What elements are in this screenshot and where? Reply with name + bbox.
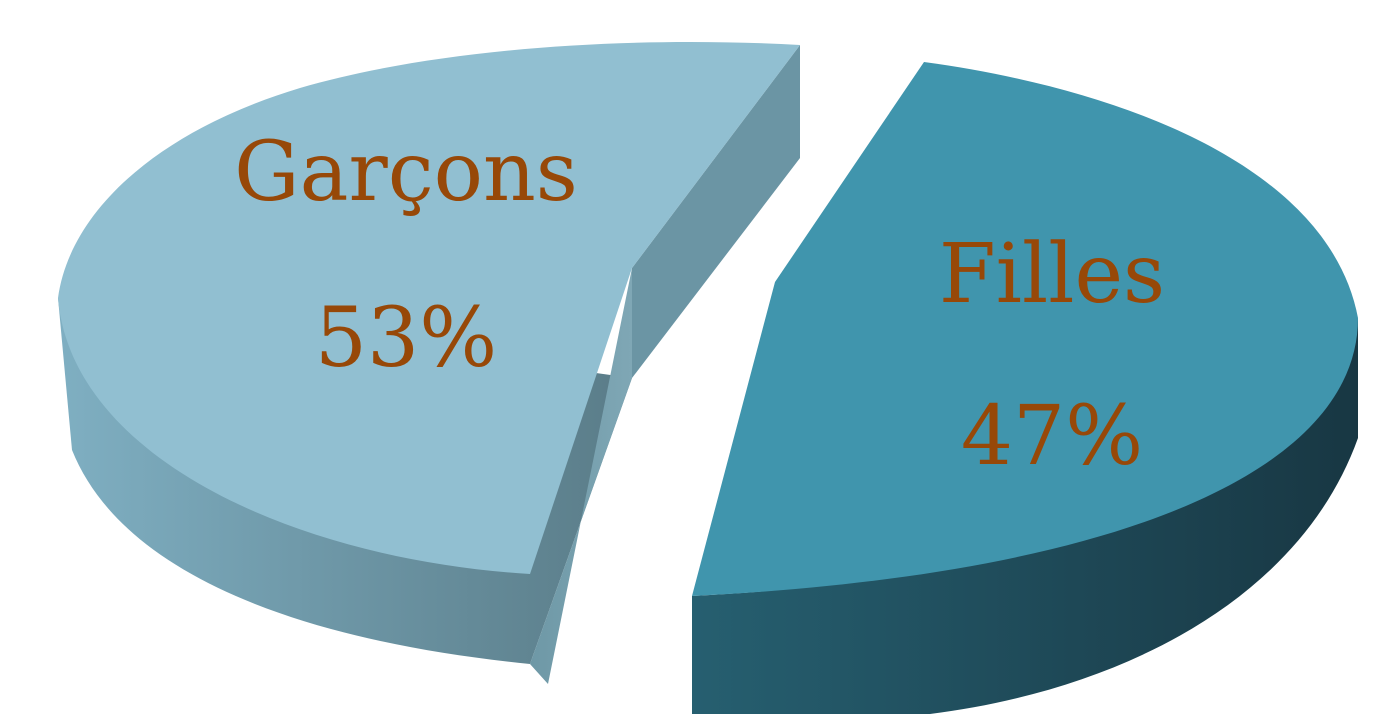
pie-slice-garcons-top xyxy=(58,41,800,574)
slice-label-garcons-name: Garçons xyxy=(234,125,578,220)
pie-slice-filles-side xyxy=(692,318,1358,714)
pie-slice-garcons xyxy=(58,41,800,684)
pie-slice-garcons-cut-front xyxy=(530,268,632,684)
slice-label-garcons-value: 53% xyxy=(315,291,497,386)
pie-slice-filles-top xyxy=(692,62,1358,596)
pie-slice-filles xyxy=(692,62,1358,714)
slice-label-garcons: Garçons 53% xyxy=(234,125,578,386)
pie-slice-garcons-cut-back xyxy=(632,45,800,378)
slice-label-filles-value: 47% xyxy=(961,389,1143,484)
slice-label-filles: Filles 47% xyxy=(939,227,1165,484)
slice-label-filles-name: Filles xyxy=(939,227,1165,322)
